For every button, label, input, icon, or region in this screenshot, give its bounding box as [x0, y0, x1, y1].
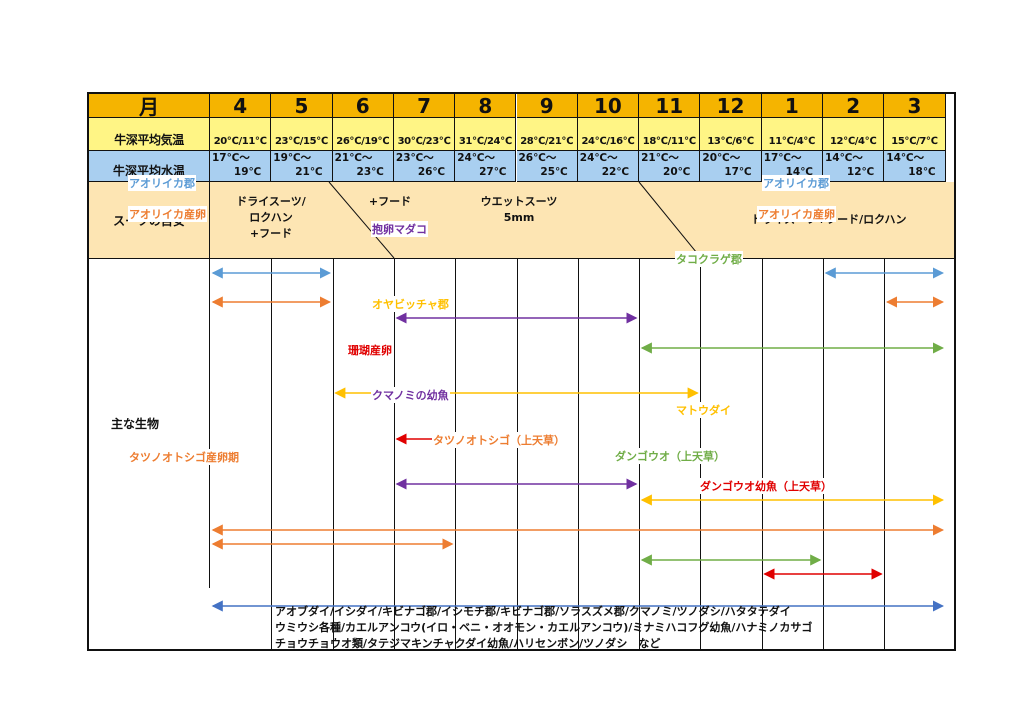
water-temp-3: 14℃～ 18℃	[884, 151, 946, 182]
month-divider	[577, 258, 579, 649]
suit-wetsuit: ウエットスーツ 5mm	[480, 195, 558, 224]
month-divider	[271, 258, 273, 649]
water-temp-7: 23℃～ 26℃	[393, 151, 456, 182]
suit-hood: +フード	[368, 195, 412, 208]
month-header-label: 月	[89, 94, 210, 119]
month-7: 7	[393, 94, 456, 118]
month-divider	[884, 258, 886, 649]
creature-arrow-label: ダンゴウオ幼魚（上天草）	[699, 478, 833, 494]
creature-arrow-label: 抱卵マダコ	[371, 221, 428, 237]
creature-arrow-label: アオリイカ郡	[762, 175, 830, 191]
month-divider	[761, 258, 763, 649]
month-4: 4	[210, 94, 272, 118]
air-temp-5: 23℃/15℃	[271, 118, 333, 151]
monthly-dive-calendar-table: 月 4 5 6 7 8 9 10 11 12 1 2 3 牛深平均気温 20℃/11℃ 23℃/15℃ 2…	[87, 92, 956, 651]
creature-arrow-label: クマノミの幼魚	[371, 387, 450, 403]
month-1: 1	[761, 94, 823, 118]
air-temp-8: 31℃/24℃	[455, 118, 517, 151]
month-2: 2	[823, 94, 885, 118]
month-divider	[332, 258, 334, 649]
water-temp-4: 17℃～ 19℃	[210, 151, 272, 182]
air-temp-2: 12℃/4℃	[823, 118, 885, 151]
water-temp-9: 26℃～ 25℃	[516, 151, 578, 182]
month-12: 12	[700, 94, 762, 118]
creature-arrow-label: 珊瑚産卵	[347, 342, 393, 358]
creature-arrow-label: タツノオトシゴ産卵期	[128, 449, 240, 465]
month-divider	[455, 258, 457, 649]
water-temp-6: 21℃～ 23℃	[332, 151, 394, 182]
water-temp-10: 24℃～ 22℃	[577, 151, 640, 182]
month-3: 3	[884, 94, 946, 118]
air-temp-9: 28℃/21℃	[516, 118, 578, 151]
water-temp-12: 20℃～ 17℃	[700, 151, 762, 182]
month-divider	[516, 258, 518, 649]
creature-arrow-label: ダンゴウオ（上天草）	[614, 448, 726, 464]
month-5: 5	[271, 94, 333, 118]
creature-arrow-label: タツノオトシゴ（上天草）	[432, 432, 566, 448]
air-temp-10: 24℃/16℃	[577, 118, 640, 151]
creature-arrow-label: アオリイカ産卵	[757, 206, 836, 222]
creature-arrow-label: アオリイカ郡	[128, 175, 196, 191]
air-temp-4: 20℃/11℃	[210, 118, 272, 151]
water-temp-8: 24℃～ 27℃	[455, 151, 517, 182]
water-temp-5: 19℃～ 21℃	[271, 151, 333, 182]
air-temp-6: 26℃/19℃	[332, 118, 394, 151]
month-8: 8	[455, 94, 517, 118]
month-10: 10	[577, 94, 640, 118]
air-temp-1: 11℃/4℃	[761, 118, 823, 151]
creature-arrow-label: オヤビッチャ郡	[371, 296, 450, 312]
creature-arrow-label: タコクラゲ郡	[675, 251, 743, 267]
month-divider	[823, 258, 824, 649]
air-temp-label: 牛深平均気温	[89, 118, 210, 151]
air-temp-3: 15℃/7℃	[884, 118, 946, 151]
air-temp-11: 18℃/11℃	[639, 118, 701, 151]
month-divider	[393, 258, 395, 649]
suit-drysuit-spring: ドライスーツ/ ロクハン +フード	[236, 195, 306, 240]
air-temp-7: 30℃/23℃	[393, 118, 456, 151]
month-9: 9	[516, 94, 578, 118]
species-list: アオブダイ/イシダイ/キビナゴ郡/イシモチ郡/キビナゴ郡/ソラスズメ郡/クマノミ…	[275, 605, 813, 650]
creatures-label: 主な生物	[89, 258, 210, 588]
month-11: 11	[639, 94, 701, 118]
water-temp-11: 21℃～ 20℃	[639, 151, 701, 182]
creature-arrow-label: マトウダイ	[675, 402, 732, 418]
suit-divider-lines	[328, 181, 702, 259]
air-temp-12: 13℃/6℃	[700, 118, 762, 151]
creature-arrow-label: アオリイカ産卵	[128, 206, 207, 222]
month-6: 6	[332, 94, 394, 118]
water-temp-2: 14℃～ 12℃	[823, 151, 885, 182]
